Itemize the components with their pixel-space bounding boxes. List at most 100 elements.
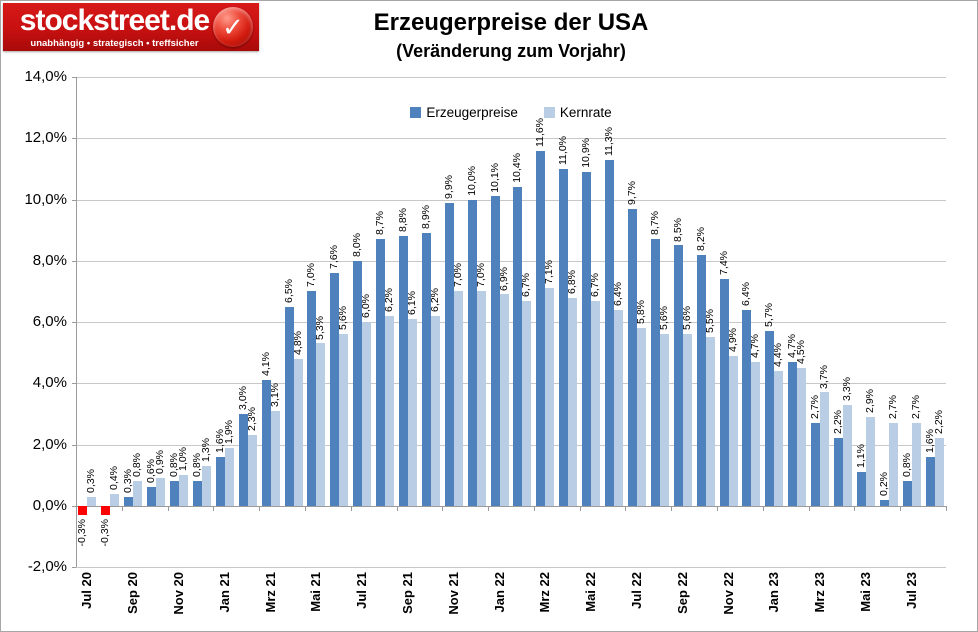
y-axis-tick-label: 2,0% — [32, 435, 67, 453]
x-axis-tick — [717, 505, 719, 511]
gridline — [76, 199, 946, 201]
bar-value-label: 0,8% — [900, 453, 913, 478]
y-axis-tick — [72, 199, 76, 201]
bar-kernrate — [133, 481, 143, 506]
x-axis-tick-label: Jan 21 — [216, 572, 232, 613]
x-axis-tick-label: Nov 22 — [720, 572, 736, 615]
legend-label-erzeugerpreise: Erzeugerpreise — [426, 104, 518, 120]
bar-value-label: 10,1% — [488, 162, 501, 193]
bar-value-label: 4,8% — [291, 330, 304, 355]
bar-value-label: 4,7% — [749, 333, 762, 358]
bar-value-label: 6,0% — [360, 294, 373, 318]
x-axis-tick — [900, 505, 902, 511]
bar-erzeugerpreise — [605, 159, 615, 506]
bar-kernrate — [293, 358, 303, 506]
bar-erzeugerpreise — [261, 380, 271, 506]
bar-erzeugerpreise — [467, 199, 477, 506]
bar-erzeugerpreise — [650, 239, 660, 506]
x-axis-tick — [762, 505, 764, 511]
bar-erzeugerpreise — [101, 505, 111, 515]
bar-kernrate — [614, 309, 624, 506]
bar-erzeugerpreise — [696, 254, 706, 506]
bar-kernrate — [797, 367, 807, 506]
bar-value-label: 8,7% — [648, 211, 661, 236]
bar-erzeugerpreise — [215, 456, 225, 506]
bar-erzeugerpreise — [170, 481, 180, 506]
y-axis-tick-label: 0,0% — [32, 496, 67, 514]
x-axis-tick — [167, 505, 169, 511]
bar-kernrate — [911, 423, 921, 506]
x-axis-tick-label: Jul 23 — [903, 572, 919, 609]
y-axis-tick-label: 12,0% — [24, 129, 67, 147]
bar-value-label: 2,3% — [245, 407, 258, 432]
bar-value-label: 8,5% — [671, 217, 684, 242]
bar-value-label: 2,7% — [886, 395, 899, 420]
legend-item-erzeugerpreise: Erzeugerpreise — [410, 105, 518, 120]
bar-kernrate — [774, 371, 784, 506]
gridline — [76, 444, 946, 446]
y-axis-tick-label: 8,0% — [32, 251, 67, 269]
legend-swatch-erzeugerpreise — [410, 106, 422, 118]
bar-value-label: 2,9% — [863, 389, 876, 413]
gridline — [76, 260, 946, 262]
bar-erzeugerpreise — [78, 505, 88, 515]
bar-erzeugerpreise — [925, 456, 935, 506]
bar-value-label: 10,0% — [465, 165, 478, 196]
bar-kernrate — [591, 300, 601, 506]
bar-erzeugerpreise — [192, 481, 202, 506]
bar-kernrate — [751, 361, 761, 506]
y-axis-tick-label: 6,0% — [32, 313, 67, 330]
bar-value-label: 4,4% — [772, 343, 785, 367]
bar-kernrate — [659, 334, 669, 506]
bar-value-label: 1,0% — [177, 447, 190, 472]
bar-value-label: 5,6% — [680, 306, 693, 331]
bar-erzeugerpreise — [307, 291, 317, 506]
x-axis-tick-label: Mai 21 — [308, 572, 324, 612]
x-axis-tick-label: Sep 21 — [399, 572, 415, 614]
checkmark-icon: ✓ — [213, 7, 253, 47]
x-axis-tick — [442, 505, 444, 511]
bar-value-label: 4,9% — [726, 327, 739, 352]
bar-value-label: 6,8% — [566, 269, 579, 294]
legend-swatch-kernrate — [543, 106, 555, 118]
bar-kernrate — [247, 435, 257, 506]
x-axis-tick — [533, 505, 535, 511]
x-axis-tick-label: Nov 21 — [445, 572, 461, 615]
bar-kernrate — [339, 334, 349, 506]
x-axis-tick — [579, 505, 581, 511]
bar-value-label: 11,6% — [534, 117, 547, 147]
chart-header: Erzeugerpreise der USA (Veränderung zum … — [76, 7, 946, 63]
bar-value-label: 6,2% — [428, 287, 441, 312]
bar-kernrate — [270, 410, 280, 506]
bar-kernrate — [934, 438, 944, 506]
bar-value-label: 5,6% — [337, 306, 350, 331]
bar-value-label: 5,7% — [763, 303, 776, 328]
bar-value-label: 6,1% — [405, 291, 418, 315]
bar-erzeugerpreise — [353, 260, 363, 506]
bar-erzeugerpreise — [330, 273, 340, 506]
bar-erzeugerpreise — [376, 239, 386, 506]
bar-erzeugerpreise — [811, 423, 821, 506]
bar-kernrate — [888, 423, 898, 506]
x-axis-tick-label: Jul 21 — [354, 572, 370, 609]
logo-tagline: unabhängig • strategisch • treffsicher — [30, 38, 199, 49]
bar-value-label: 2,2% — [932, 410, 945, 435]
bar-erzeugerpreise — [673, 245, 683, 506]
y-axis-tick-label: -2,0% — [27, 558, 67, 575]
bar-value-label: 5,3% — [314, 315, 327, 340]
x-axis-tick-label: Jul 20 — [79, 572, 95, 609]
bar-kernrate — [224, 447, 234, 506]
bar-value-label: 0,3% — [85, 468, 98, 493]
gridline — [76, 138, 946, 140]
y-axis-tick — [72, 260, 76, 262]
x-axis-tick — [350, 505, 352, 511]
bar-value-label: 0,8% — [131, 453, 144, 478]
bar-kernrate — [682, 334, 692, 506]
bar-kernrate — [842, 404, 852, 506]
bar-value-label: 5,8% — [634, 300, 647, 325]
x-axis-tick-label: Jan 22 — [491, 572, 507, 613]
bar-value-label: 4,1% — [259, 352, 272, 377]
bar-value-label: 7,0% — [451, 263, 464, 288]
bar-value-label: 0,2% — [877, 471, 890, 496]
bar-value-label: 6,9% — [497, 266, 510, 291]
